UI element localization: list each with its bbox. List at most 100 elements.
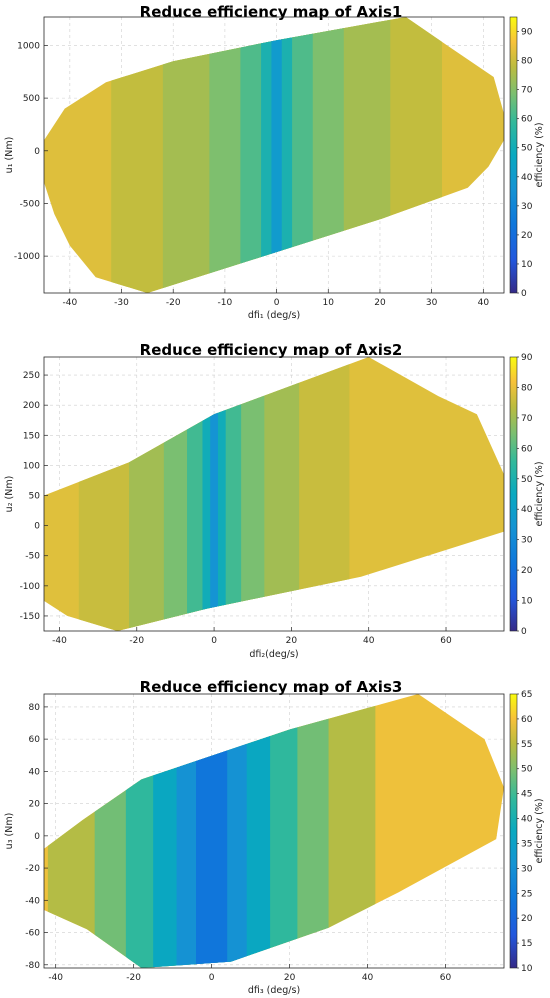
y-tick-label: 250: [23, 371, 40, 381]
y-axis-label: u₁ (Nm): [4, 137, 15, 174]
colorbar-label: efficiency (%): [534, 798, 545, 863]
efficiency-band: [210, 357, 218, 631]
colorbar-tick-label: 40: [521, 173, 533, 183]
y-tick-label: -100: [20, 582, 41, 592]
y-tick-label: -20: [25, 864, 40, 874]
y-tick-label: -50: [25, 552, 40, 562]
axis1-efficiency-map: Reduce efficiency map of Axis1 -40 -30 -20…: [4, 3, 545, 321]
x-tick-label: 0: [274, 298, 280, 308]
colorbar-tick-label: 70: [521, 86, 533, 96]
efficiency-region: [44, 17, 504, 293]
colorbar-tick-label: 65: [521, 690, 532, 700]
colorbar-tick-label: 20: [521, 231, 533, 241]
x-tick-label: -30: [114, 298, 129, 308]
colorbar-tick-label: 40: [521, 815, 533, 825]
axis2-efficiency-map: Reduce efficiency map of Axis2 -40 -20 0 20…: [4, 341, 545, 660]
colorbar-tick-label: 25: [521, 889, 532, 899]
x-tick-label: 0: [211, 636, 217, 646]
y-tick-label: 200: [23, 401, 40, 411]
x-axis-label: dfi₁ (deg/s): [248, 310, 300, 321]
y-tick-label: 0: [34, 522, 40, 532]
plot-frame: [43, 356, 505, 632]
colorbar-tick-label: 60: [521, 444, 533, 454]
efficiency-band: [196, 694, 228, 968]
y-axis-label: u₂ (Nm): [4, 476, 15, 513]
colorbar-label: efficiency (%): [534, 122, 545, 187]
x-tick-label: 10: [323, 298, 335, 308]
chart-title: Reduce efficiency map of Axis2: [140, 341, 403, 359]
colorbar-tick-label: 70: [521, 414, 533, 424]
x-tick-label: -20: [129, 636, 144, 646]
colorbar-tick-label: 20: [521, 914, 533, 924]
x-tick-label: 0: [209, 973, 215, 983]
y-tick-label: 20: [29, 800, 41, 810]
colorbar-tick-label: 45: [521, 790, 532, 800]
x-tick-label: 40: [362, 973, 374, 983]
colorbar: [509, 356, 518, 632]
x-tick-label: -40: [62, 298, 77, 308]
x-tick-label: 20: [286, 636, 298, 646]
plot-frame: [43, 16, 505, 294]
colorbar-tick-label: 10: [521, 260, 533, 270]
axis3-efficiency-map: Reduce efficiency map of Axis3 -40 -20 0 20…: [4, 678, 545, 996]
colorbar-tick-label: 50: [521, 144, 533, 154]
colorbar-tick-label: 30: [521, 202, 533, 212]
x-tick-label: -40: [52, 636, 67, 646]
x-tick-label: 60: [440, 973, 452, 983]
efficiency-band: [271, 17, 282, 293]
x-tick-label: -10: [218, 298, 233, 308]
x-axis-label: dfi₂(deg/s): [249, 649, 298, 660]
colorbar-tick-label: 80: [521, 383, 533, 393]
y-tick-label: -500: [20, 199, 41, 209]
colorbar-tick-label: 0: [521, 289, 527, 299]
x-tick-label: -20: [126, 973, 141, 983]
x-axis-label: dfi₃ (deg/s): [248, 985, 300, 996]
colorbar-tick-label: 35: [521, 839, 532, 849]
x-tick-label: 20: [284, 973, 296, 983]
y-tick-label: 500: [23, 94, 40, 104]
colorbar-tick-label: 55: [521, 740, 532, 750]
colorbar-tick-label: 50: [521, 475, 533, 485]
colorbar-tick-label: 0: [521, 627, 527, 637]
y-tick-label: -1000: [14, 252, 40, 262]
colorbar-tick-label: 60: [521, 715, 533, 725]
x-tick-label: -40: [48, 973, 63, 983]
plot-frame: [43, 693, 505, 969]
colorbar-tick-label: 90: [521, 353, 533, 363]
y-axis-label: u₃ (Nm): [4, 813, 15, 850]
colorbar-tick-label: 30: [521, 864, 533, 874]
colorbar-tick-label: 40: [521, 505, 533, 515]
colorbar-tick-label: 60: [521, 115, 533, 125]
y-tick-label: 80: [29, 703, 41, 713]
x-tick-label: 20: [374, 298, 386, 308]
x-tick-label: 40: [363, 636, 375, 646]
x-tick-label: 60: [440, 636, 452, 646]
colorbar-tick-label: 80: [521, 57, 533, 67]
colorbar-tick-label: 90: [521, 28, 533, 38]
y-tick-label: 0: [34, 832, 40, 842]
efficiency-region: [44, 357, 504, 631]
efficiency-region: [44, 694, 504, 968]
x-tick-label: 30: [426, 298, 438, 308]
y-tick-label: -40: [25, 896, 40, 906]
colorbar-tick-label: 10: [521, 964, 533, 974]
colorbar-tick-label: 50: [521, 765, 533, 775]
y-tick-label: 40: [29, 767, 41, 777]
x-tick-label: -20: [166, 298, 181, 308]
chart-title: Reduce efficiency map of Axis1: [140, 3, 403, 21]
y-tick-label: 50: [29, 492, 41, 502]
chart-title: Reduce efficiency map of Axis3: [140, 678, 403, 696]
y-tick-label: -80: [25, 961, 40, 971]
y-tick-label: -150: [20, 612, 41, 622]
x-tick-label: 40: [478, 298, 490, 308]
colorbar-tick-label: 20: [521, 566, 533, 576]
y-tick-label: 60: [29, 735, 41, 745]
y-tick-label: 150: [23, 431, 40, 441]
colorbar: [509, 693, 518, 969]
colorbar-label: efficiency (%): [534, 461, 545, 526]
colorbar-tick-label: 15: [521, 939, 532, 949]
y-tick-label: 1000: [17, 41, 40, 51]
y-tick-label: 0: [34, 147, 40, 157]
colorbar: [509, 16, 518, 294]
